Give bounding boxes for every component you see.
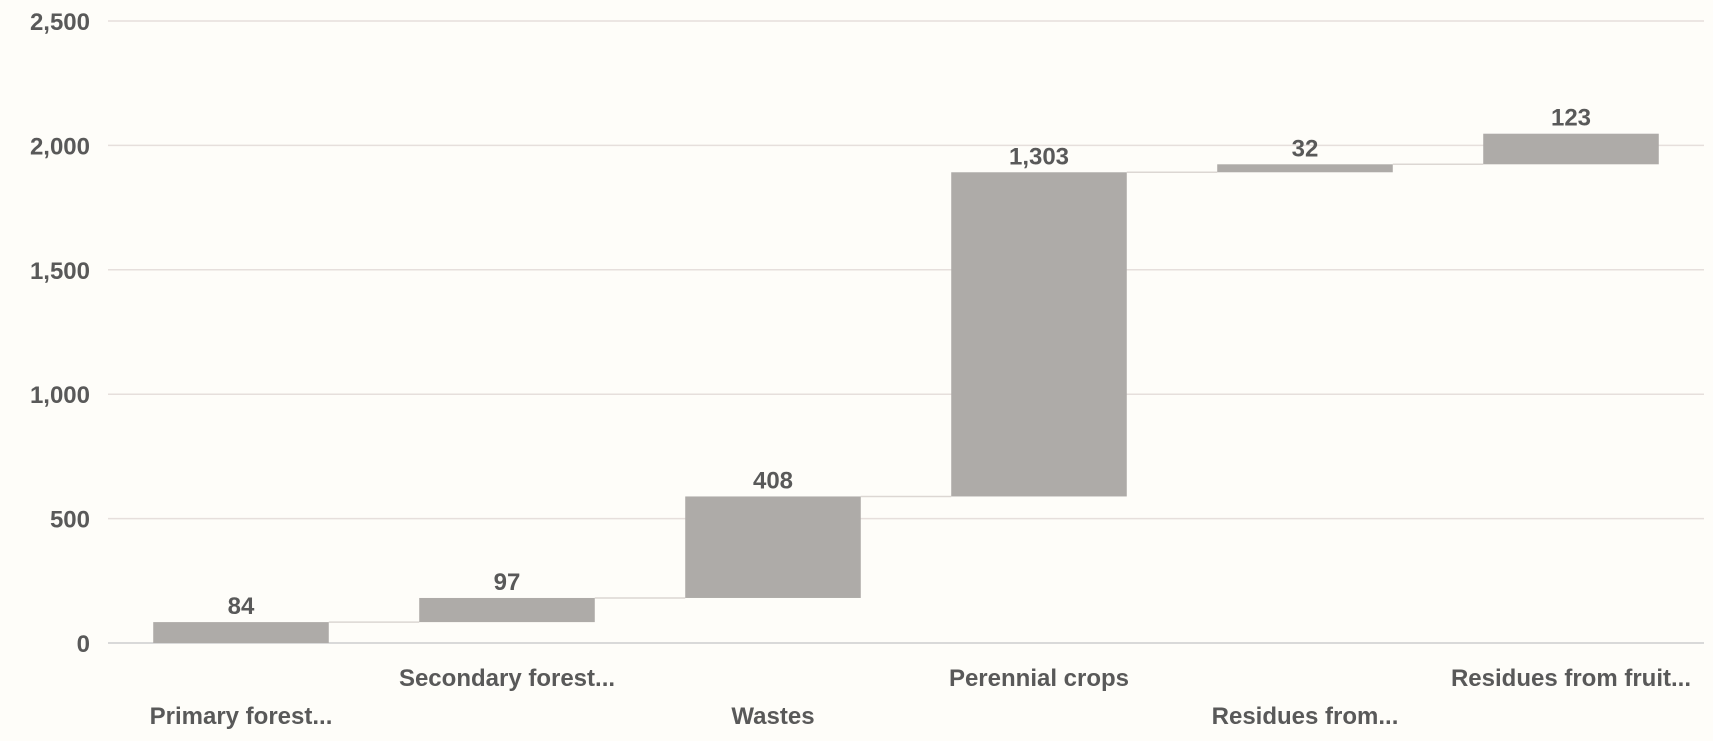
category-label: Primary forest... <box>150 703 333 730</box>
category-label: Perennial crops <box>949 665 1129 692</box>
data-label: 123 <box>1551 105 1591 132</box>
category-label: Residues from fruit... <box>1451 665 1691 692</box>
data-label: 84 <box>228 593 255 620</box>
data-label: 408 <box>753 467 793 494</box>
gridlines <box>108 20 1704 644</box>
x-axis-labels: Primary forest... Secondary forest... Wast… <box>150 665 1691 730</box>
category-label: Secondary forest... <box>399 665 615 692</box>
waterfall-bar <box>419 597 595 623</box>
y-tick-label: 500 <box>50 507 90 534</box>
y-tick-label: 2,000 <box>30 133 90 160</box>
waterfall-bar <box>951 172 1127 497</box>
data-label: 97 <box>494 569 521 596</box>
data-label: 32 <box>1292 135 1319 162</box>
category-label: Wastes <box>731 703 814 730</box>
y-tick-label: 2,500 <box>30 9 90 36</box>
y-tick-label: 1,500 <box>30 258 90 285</box>
y-tick-label: 1,000 <box>30 382 90 409</box>
waterfall-bar <box>685 496 861 598</box>
waterfall-bar <box>1483 133 1659 165</box>
data-labels: 84 97 408 1,303 32 123 <box>228 105 1591 620</box>
category-label: Residues from... <box>1212 703 1399 730</box>
waterfall-bar <box>153 622 329 643</box>
waterfall-bar <box>1217 164 1393 173</box>
data-label: 1,303 <box>1009 143 1069 170</box>
connectors <box>328 163 1484 623</box>
y-tick-label: 0 <box>77 631 90 658</box>
y-axis-ticks: 0 500 1,000 1,500 2,000 2,500 <box>30 9 90 658</box>
bars <box>153 133 1659 643</box>
